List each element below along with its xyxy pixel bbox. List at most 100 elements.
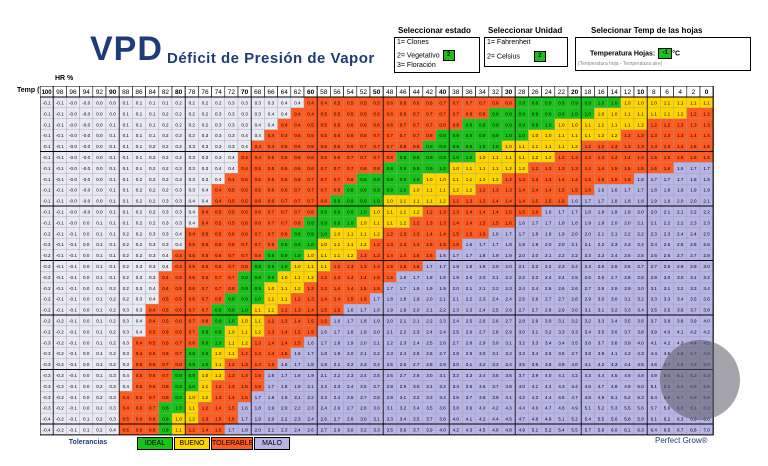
vpd-cell-value: 2.8 xyxy=(664,264,671,269)
vpd-cell-value: 3.4 xyxy=(677,297,684,302)
vpd-cell-value: 0.0 xyxy=(83,406,90,411)
vpd-cell-value: 0.5 xyxy=(228,199,235,204)
vpd-cell-value: -0.1 xyxy=(43,166,51,171)
vpd-cell-value: 1.0 xyxy=(571,111,578,116)
vpd-cell-value: -0.1 xyxy=(56,111,64,116)
vpd-cell-value: 0.5 xyxy=(307,144,314,149)
vpd-cell-value: 0.6 xyxy=(228,242,235,247)
vpd-cell-value: 0.3 xyxy=(136,275,143,280)
estado-select-input[interactable]: 2 xyxy=(442,50,455,61)
vpd-cell-value: 0.9 xyxy=(189,373,196,378)
vpd-cell-value: 0.0 xyxy=(83,264,90,269)
vpd-cell-value: 0.5 xyxy=(321,111,328,116)
vpd-cell-value: 0.9 xyxy=(162,417,169,422)
vpd-cell-value: -0.1 xyxy=(43,177,51,182)
vpd-cell-value: 1.4 xyxy=(268,340,275,345)
vpd-cell-value: 2.6 xyxy=(479,319,486,324)
vpd-cell-value: 0.7 xyxy=(373,155,380,160)
vpd-cell-value: 1.0 xyxy=(373,199,380,204)
vpd-cell-value: 1.3 xyxy=(413,231,420,236)
vpd-cell-value: 1.5 xyxy=(241,395,248,400)
vpd-cell-value: 0.1 xyxy=(136,144,143,149)
vpd-cell-value: 0.1 xyxy=(123,122,130,127)
vpd-cell-value: 1.6 xyxy=(347,308,354,313)
vpd-cell-value: 0.2 xyxy=(175,111,182,116)
vpd-cell-value: -0.3 xyxy=(43,373,51,378)
vpd-cell-value: 0.2 xyxy=(123,286,130,291)
vpd-cell-value: 3.0 xyxy=(426,373,433,378)
vpd-cell-value: 2.9 xyxy=(651,275,658,280)
vpd-cell-value: 2.8 xyxy=(387,384,394,389)
vpd-cell-value: 2.0 xyxy=(532,253,539,258)
vpd-cell-value: 1.4 xyxy=(347,286,354,291)
vpd-cell-value: 1.8 xyxy=(532,231,539,236)
vpd-cell-value: 1.6 xyxy=(637,177,644,182)
vpd-cell-value: 2.0 xyxy=(637,210,644,215)
vpd-cell-value: -0.2 xyxy=(43,319,51,324)
vpd-cell-value: 1.9 xyxy=(334,351,341,356)
vpd-cell-value: 1.6 xyxy=(268,373,275,378)
vpd-cell-value: 3.8 xyxy=(703,308,710,313)
vpd-cell-value: 2.5 xyxy=(664,242,671,247)
vpd-cell-value: 3.8 xyxy=(453,406,460,411)
hr-header-label: 32 xyxy=(492,89,500,96)
vpd-cell-value: 1.0 xyxy=(505,144,512,149)
vpd-cell-value: 0.6 xyxy=(307,166,314,171)
vpd-cell-value: 1.6 xyxy=(400,275,407,280)
vpd-cell-value: 3.5 xyxy=(492,373,499,378)
vpd-cell-value: 0.0 xyxy=(96,111,103,116)
vpd-cell-value: 0.9 xyxy=(426,166,433,171)
vpd-cell-value: 1.1 xyxy=(664,111,671,116)
vpd-cell-value: 2.5 xyxy=(453,329,460,334)
vpd-cell-value: 1.1 xyxy=(611,122,618,127)
vpd-cell-value: 0.0 xyxy=(83,319,90,324)
vpd-cell-value: 0.2 xyxy=(189,122,196,127)
vpd-cell-value: 1.3 xyxy=(492,188,499,193)
temp-hojas-input[interactable]: -1 xyxy=(658,48,673,59)
vpd-cell-value: 1.3 xyxy=(624,144,631,149)
vpd-cell-value: 2.2 xyxy=(571,253,578,258)
vpd-cell-value: 2.8 xyxy=(519,319,526,324)
vpd-cell-value: 1.8 xyxy=(321,351,328,356)
vpd-cell-value: 2.9 xyxy=(334,428,341,433)
vpd-cell-value: 3.2 xyxy=(585,319,592,324)
vpd-cell-value: 1.0 xyxy=(307,242,314,247)
vpd-cell-value: 1.8 xyxy=(387,297,394,302)
vpd-cell-value: 0.9 xyxy=(453,144,460,149)
vpd-cell-value: 3.2 xyxy=(505,351,512,356)
vpd-cell-value: 0.8 xyxy=(532,101,539,106)
vpd-cell-value: 0.3 xyxy=(123,329,130,334)
vpd-cell-value: 2.1 xyxy=(677,210,684,215)
vpd-cell-value: 3.1 xyxy=(624,297,631,302)
vpd-cell-value: 1.4 xyxy=(703,133,710,138)
vpd-cell-value: 0.7 xyxy=(175,351,182,356)
vpd-cell-value: 2.7 xyxy=(439,351,446,356)
vpd-cell-value: 2.2 xyxy=(664,220,671,225)
vpd-cell-value: 2.6 xyxy=(664,253,671,258)
vpd-cell-value: 2.4 xyxy=(492,297,499,302)
vpd-cell-value: -0.1 xyxy=(56,242,64,247)
hr-header-label: 42 xyxy=(426,89,434,96)
vpd-cell-value: 0.6 xyxy=(294,177,301,182)
vpd-cell-value: 1.1 xyxy=(690,101,697,106)
vpd-cell-value: 1.1 xyxy=(255,308,262,313)
hr-header-label: 50 xyxy=(373,89,381,96)
vpd-cell-value: 0.0 xyxy=(96,155,103,160)
vpd-cell-value: 1.4 xyxy=(519,199,526,204)
vpd-cell-value: 1.4 xyxy=(453,220,460,225)
vpd-cell-value: 0.3 xyxy=(228,133,235,138)
vpd-cell-value: 0.7 xyxy=(347,166,354,171)
vpd-cell-value: 1.0 xyxy=(413,188,420,193)
vpd-cell-value: 1.0 xyxy=(307,253,314,258)
vpd-cell-value: 1.1 xyxy=(505,155,512,160)
vpd-table: 100 98 96 94 92 90 88 86 84 82 80 78 76 74 72 70 68 66 64 6… xyxy=(40,86,714,436)
vpd-cell-value: 3.6 xyxy=(637,319,644,324)
vpd-cell-value: 0.4 xyxy=(175,242,182,247)
vpd-cell-value: 1.2 xyxy=(545,155,552,160)
vpd-cell-value: 0.2 xyxy=(149,144,156,149)
vpd-cell-value: 2.9 xyxy=(690,264,697,269)
unidad-select-input[interactable]: 2 xyxy=(533,51,546,62)
vpd-cell-value: 1.4 xyxy=(624,155,631,160)
vpd-cell-value: 3.2 xyxy=(400,406,407,411)
vpd-cell-value: 2.5 xyxy=(637,253,644,258)
